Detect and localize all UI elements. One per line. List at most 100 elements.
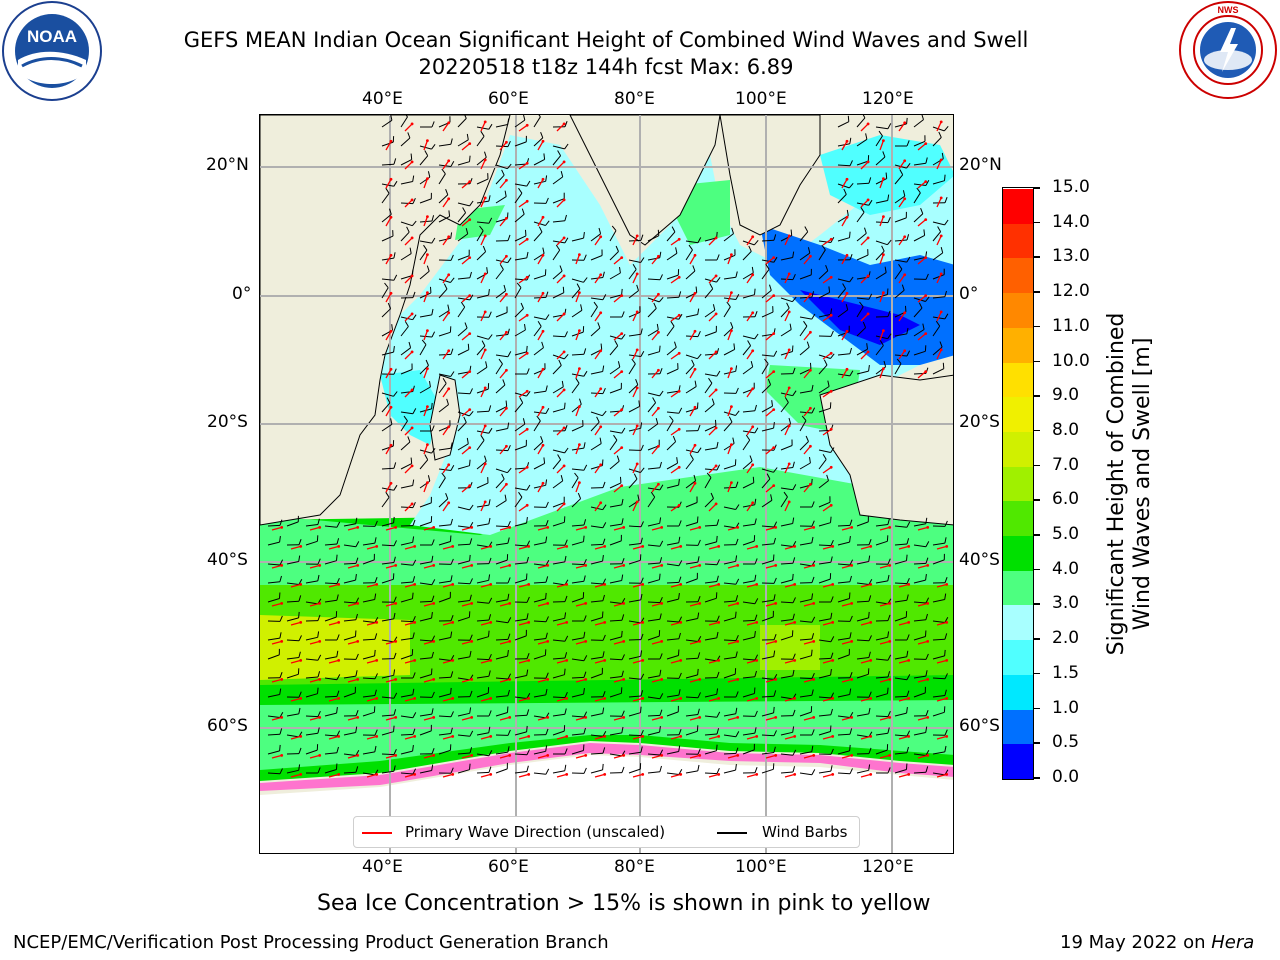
wave-direction-arrow: [385, 602, 396, 607]
wave-direction-arrow: [765, 640, 776, 645]
wind-barb: [457, 582, 471, 585]
wind-barb: [457, 306, 466, 318]
wave-direction-arrowhead: [866, 274, 870, 278]
wind-barb-flag: [450, 687, 452, 694]
wind-barb-flag: [906, 163, 911, 169]
wind-barb-flag: [868, 578, 873, 585]
wind-barb: [875, 200, 888, 204]
wind-barb-flag: [412, 536, 415, 543]
wave-direction-arrow: [727, 754, 738, 759]
wind-barb-flag: [754, 574, 757, 581]
wave-direction-arrowhead: [772, 408, 776, 411]
wave-direction-arrowhead: [426, 443, 429, 446]
wave-direction-arrow: [670, 504, 680, 512]
wave-direction-arrow: [537, 754, 548, 759]
wind-barb: [666, 274, 679, 280]
wave-direction-arrow: [613, 640, 624, 645]
wind-barb-flag: [811, 672, 815, 679]
wave-direction-arrow: [442, 464, 450, 474]
wave-direction-arrow: [898, 236, 906, 246]
wave-direction-arrowhead: [426, 139, 429, 142]
wind-barb-flag: [868, 555, 871, 562]
wind-barb-flag: [754, 710, 758, 717]
wind-barb: [381, 731, 394, 736]
wave-direction-arrowhead: [939, 158, 943, 162]
wind-barb: [419, 674, 432, 679]
wind-barb: [723, 254, 736, 261]
wind-barb: [514, 141, 527, 147]
wind-barb-flag: [583, 464, 588, 471]
wave-direction-arrowhead: [546, 640, 550, 643]
wind-barb: [799, 296, 813, 299]
wind-barb: [761, 752, 774, 755]
wind-barb-flag: [412, 745, 414, 752]
wind-barb-flag: [464, 322, 468, 329]
wind-barb-flag: [732, 437, 735, 444]
wind-barb: [381, 351, 394, 356]
wave-direction-arrow: [879, 330, 885, 341]
map-subtitle: 20220518 t18z 144h fcst Max: 6.89: [418, 55, 794, 79]
wave-direction-arrowhead: [714, 464, 718, 468]
wave-direction-arrowhead: [356, 602, 360, 605]
wind-barb-flag: [507, 467, 512, 474]
wind-barb: [343, 771, 357, 774]
wave-direction-arrowhead: [318, 526, 322, 529]
wind-barb: [799, 620, 812, 623]
wind-barb-flag: [298, 635, 302, 642]
wind-barb: [837, 637, 850, 641]
wave-direction-arrow: [936, 235, 942, 246]
wind-barb: [913, 601, 927, 604]
wind-barb-flag: [526, 540, 531, 547]
wave-direction-arrowhead: [660, 678, 664, 681]
wave-direction-arrowhead: [698, 754, 702, 757]
wind-barb-flag: [545, 291, 549, 298]
wind-barb-flag: [806, 341, 810, 348]
wind-barb: [799, 711, 812, 717]
wave-direction-arrowhead: [903, 273, 907, 277]
wind-barb: [856, 160, 869, 166]
wind-barb-flag: [404, 321, 409, 327]
wind-barb: [267, 541, 280, 546]
wave-direction-arrowhead: [603, 583, 607, 586]
wind-barb-flag: [526, 251, 529, 258]
wave-direction-arrow: [822, 659, 833, 664]
wind-barb: [495, 500, 507, 508]
wind-barb-flag: [488, 653, 492, 660]
wind-barb: [685, 639, 698, 642]
wind-barb-flag: [887, 123, 892, 129]
wave-direction-arrow: [575, 368, 581, 379]
wave-direction-arrowhead: [772, 256, 776, 259]
wind-barb-flag: [631, 358, 636, 365]
wind-barb: [324, 695, 338, 698]
wind-barb-flag: [445, 189, 449, 195]
wind-barb-flag: [540, 132, 544, 138]
wave-direction-arrowhead: [337, 697, 341, 700]
wave-direction-arrow: [499, 483, 507, 493]
wind-barb-flag: [753, 239, 759, 246]
wind-barb: [818, 291, 830, 299]
wave-direction-arrow: [404, 313, 413, 322]
wave-direction-arrow: [822, 390, 832, 398]
wave-direction-arrow: [594, 426, 602, 436]
wind-barb-flag: [602, 634, 606, 641]
wave-direction-arrowhead: [599, 349, 603, 353]
wind-barb: [419, 314, 432, 318]
wind-barb-flag: [374, 649, 376, 656]
wind-barb: [647, 351, 660, 356]
wind-barb-flag: [792, 461, 795, 468]
wave-direction-arrow: [632, 501, 638, 512]
wave-direction-arrowhead: [903, 235, 907, 239]
wind-barb: [723, 348, 735, 356]
wave-direction-arrow: [575, 526, 586, 531]
wave-direction-arrowhead: [882, 139, 885, 142]
wave-direction-arrow: [841, 754, 852, 759]
wind-barb: [457, 349, 470, 356]
wind-barb: [381, 423, 393, 432]
wave-direction-arrowhead: [869, 583, 873, 586]
wind-barb: [400, 563, 413, 566]
wave-direction-arrow: [537, 444, 544, 455]
wind-barb: [799, 325, 808, 337]
wind-barb: [704, 772, 718, 775]
wind-barb: [476, 579, 489, 584]
wave-direction-arrow: [689, 406, 696, 417]
